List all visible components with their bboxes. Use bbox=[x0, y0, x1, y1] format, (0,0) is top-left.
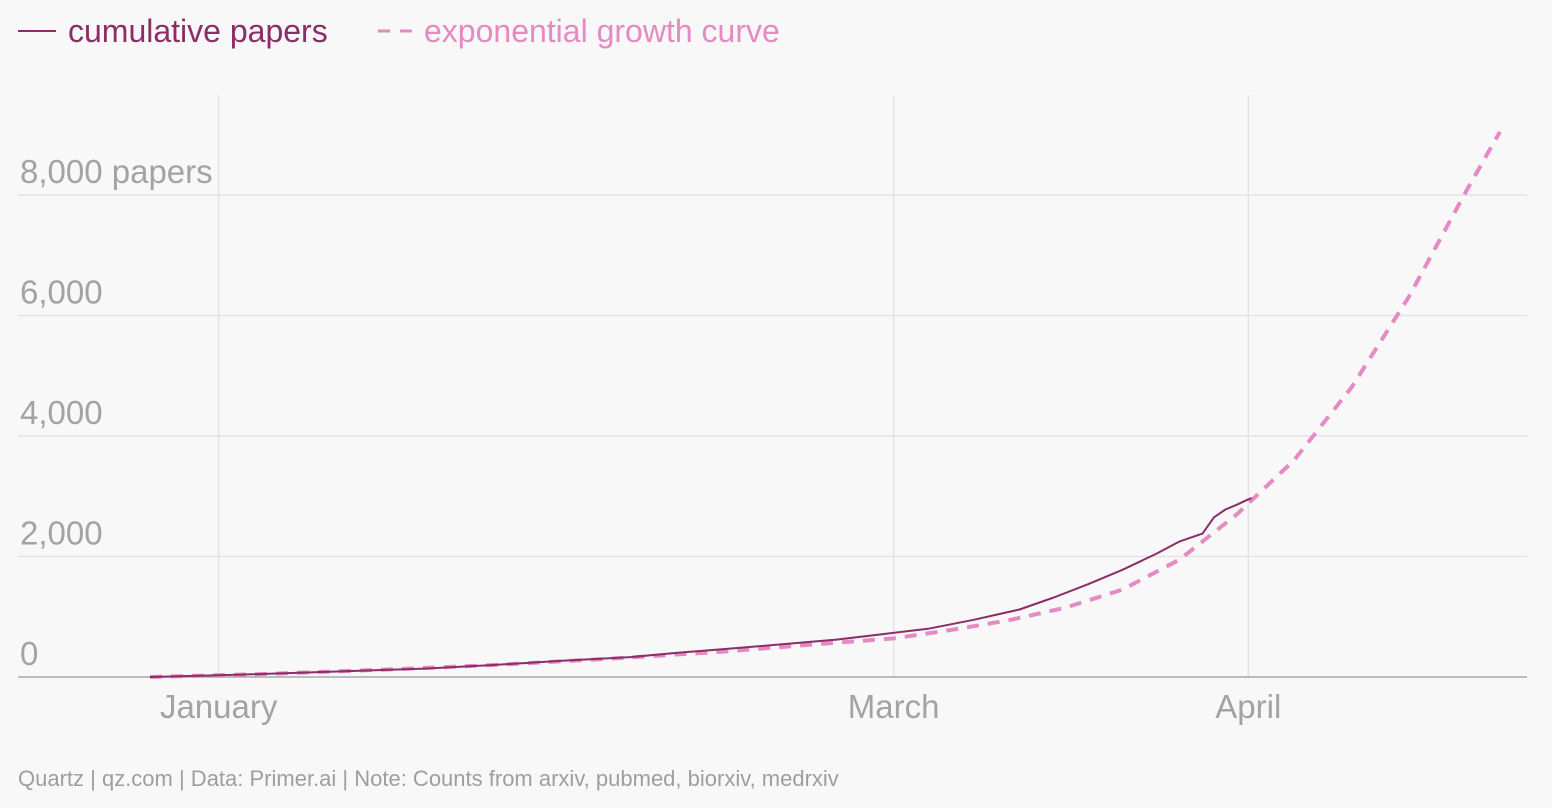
series bbox=[149, 130, 1502, 679]
legend-label-exponential: exponential growth curve bbox=[424, 13, 780, 49]
x-tick-label: January bbox=[160, 688, 278, 725]
y-tick-label: 2,000 bbox=[20, 515, 103, 552]
series-line-exponential bbox=[149, 130, 1502, 679]
y-tick-label: 4,000 bbox=[20, 394, 103, 431]
legend-label-cumulative: cumulative papers bbox=[68, 13, 328, 49]
y-tick-label: 8,000 papers bbox=[20, 153, 213, 190]
series-line-cumulative bbox=[149, 497, 1253, 678]
source-note: Quartz | qz.com | Data: Primer.ai | Note… bbox=[18, 766, 839, 791]
x-tick-label: April bbox=[1215, 688, 1281, 725]
x-tick-label: March bbox=[848, 688, 940, 725]
y-tick-label: 6,000 bbox=[20, 274, 103, 311]
x-axis-labels: January March April bbox=[160, 688, 1281, 725]
y-tick-label: 0 bbox=[20, 635, 38, 672]
y-axis-labels: 0 2,000 4,000 6,000 8,000 papers bbox=[20, 153, 213, 672]
legend: cumulative papers exponential growth cur… bbox=[18, 13, 780, 49]
grid bbox=[18, 95, 1527, 678]
